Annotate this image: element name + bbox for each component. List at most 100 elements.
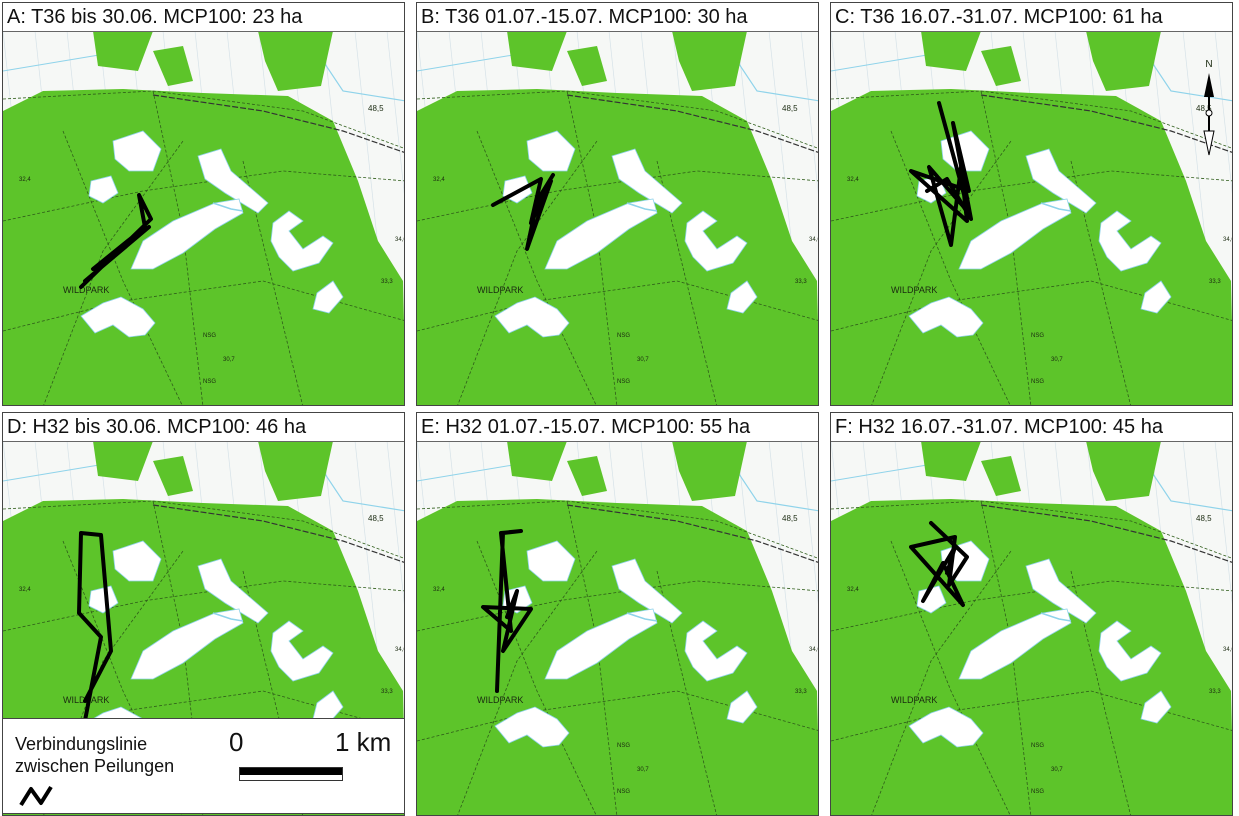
forest-area [153, 456, 193, 496]
forest-road [476, 130, 597, 405]
north-arrow-icon: N [1203, 59, 1215, 156]
elevation-label: 30,7 [1051, 767, 1063, 773]
forest-road [152, 90, 204, 405]
field-line [800, 441, 818, 605]
nsg-label: NSG [617, 743, 630, 749]
forest-road [566, 500, 618, 815]
map-panel-b: B: T36 01.07.-15.07. MCP100: 30 ha WILDP… [416, 2, 819, 406]
clearing [726, 690, 758, 724]
forest-road [871, 550, 1012, 815]
forest-area [507, 441, 567, 481]
map: WILDPARK 48,5 34,6 33,3 32,4 30,7 NSG NSG [417, 31, 819, 405]
elevation-label: 30,7 [223, 357, 235, 363]
animal-track-line [79, 193, 153, 289]
clearing [112, 540, 162, 582]
forest-road [417, 90, 818, 149]
elevation-label: 32,4 [19, 587, 31, 593]
elevation-label: 32,4 [847, 177, 859, 183]
field-line [386, 441, 404, 605]
elevation-label: 34,6 [395, 237, 405, 243]
scale-start-label: 0 [229, 727, 244, 757]
forest-road [3, 580, 404, 632]
forest-road [980, 500, 1032, 815]
clearing [494, 706, 570, 748]
forest-area [93, 31, 153, 71]
forest-area [672, 441, 747, 501]
forest-area [567, 456, 607, 496]
clearing [684, 210, 748, 272]
panel-title: D: H32 bis 30.06. MCP100: 46 ha [3, 413, 404, 442]
nsg-label: NSG [617, 333, 630, 339]
clearing [544, 198, 658, 270]
forest-road [831, 90, 1232, 149]
panel-title: C: T36 16.07.-31.07. MCP100: 61 ha [831, 3, 1232, 32]
forest-road [417, 580, 818, 632]
park-label: WILDPARK [891, 695, 937, 705]
map: WILDPARK 48,5 34,6 33,3 32,4 30,7 NSG NSG N [831, 31, 1232, 405]
elevation-label: 33,3 [1209, 279, 1221, 285]
clearing [130, 198, 244, 270]
stream [1040, 612, 1072, 622]
panel-title: F: H32 16.07.-31.07. MCP100: 45 ha [831, 413, 1232, 442]
scale-bar [239, 767, 343, 781]
forest-road [43, 140, 184, 405]
track-line-icon [19, 785, 53, 807]
elevation-label: 30,7 [1051, 357, 1063, 363]
railway-line [980, 504, 1232, 563]
clearing [88, 175, 119, 204]
nsg-label: NSG [1031, 333, 1044, 339]
elevation-label: 32,4 [433, 177, 445, 183]
clearing [908, 296, 984, 338]
clearing [312, 690, 344, 724]
forest-area [258, 31, 333, 91]
clearing [1140, 280, 1172, 314]
forest-road [980, 90, 1032, 405]
clearing [197, 558, 269, 624]
nsg-label: NSG [1031, 789, 1044, 795]
forest-road [871, 140, 1012, 405]
north-arrow-label: N [1205, 59, 1212, 70]
clearing [526, 130, 576, 172]
field-line [1214, 441, 1232, 605]
forest-area [507, 31, 567, 71]
railway-line [980, 94, 1232, 153]
clearing [526, 540, 576, 582]
forest-area [1086, 31, 1161, 91]
elevation-label: 34,6 [809, 237, 819, 243]
nsg-label: NSG [1031, 379, 1044, 385]
forest-area [1086, 441, 1161, 501]
forest-road [831, 280, 1232, 332]
legend-line-label-1: Verbindungslinie [15, 734, 148, 754]
forest-road [3, 170, 404, 222]
forest-road [831, 500, 1232, 559]
elevation-label: 48,5 [1196, 514, 1212, 523]
park-label: WILDPARK [477, 695, 523, 705]
map-panel-e: E: H32 01.07.-15.07. MCP100: 55 ha WILDP… [416, 412, 819, 816]
forest-area [93, 441, 153, 481]
elevation-label: 33,3 [1209, 689, 1221, 695]
forest-road [457, 140, 598, 405]
forest-area [672, 31, 747, 91]
forest-area [153, 46, 193, 86]
clearing [270, 620, 334, 682]
clearing [611, 148, 683, 214]
map-legend: Verbindungslinie zwischen Peilungen 0 1 … [2, 718, 405, 814]
elevation-label: 34,6 [1223, 647, 1233, 653]
elevation-label: 33,3 [381, 689, 393, 695]
legend-line-label-2: zwischen Peilungen [15, 756, 175, 776]
forest-road [3, 90, 404, 149]
forest-road [831, 170, 1232, 222]
field-line [1214, 31, 1232, 195]
clearing [958, 608, 1072, 680]
elevation-label: 34,6 [395, 647, 405, 653]
animal-track-line [909, 101, 973, 247]
north-arrow-head [1204, 73, 1214, 97]
forest-road [3, 280, 404, 332]
elevation-label: 48,5 [782, 514, 798, 523]
elevation-label: 30,7 [637, 767, 649, 773]
clearing [494, 296, 570, 338]
park-label: WILDPARK [477, 285, 523, 295]
clearing [88, 585, 119, 614]
clearing [611, 558, 683, 624]
forest-road [890, 540, 1011, 815]
